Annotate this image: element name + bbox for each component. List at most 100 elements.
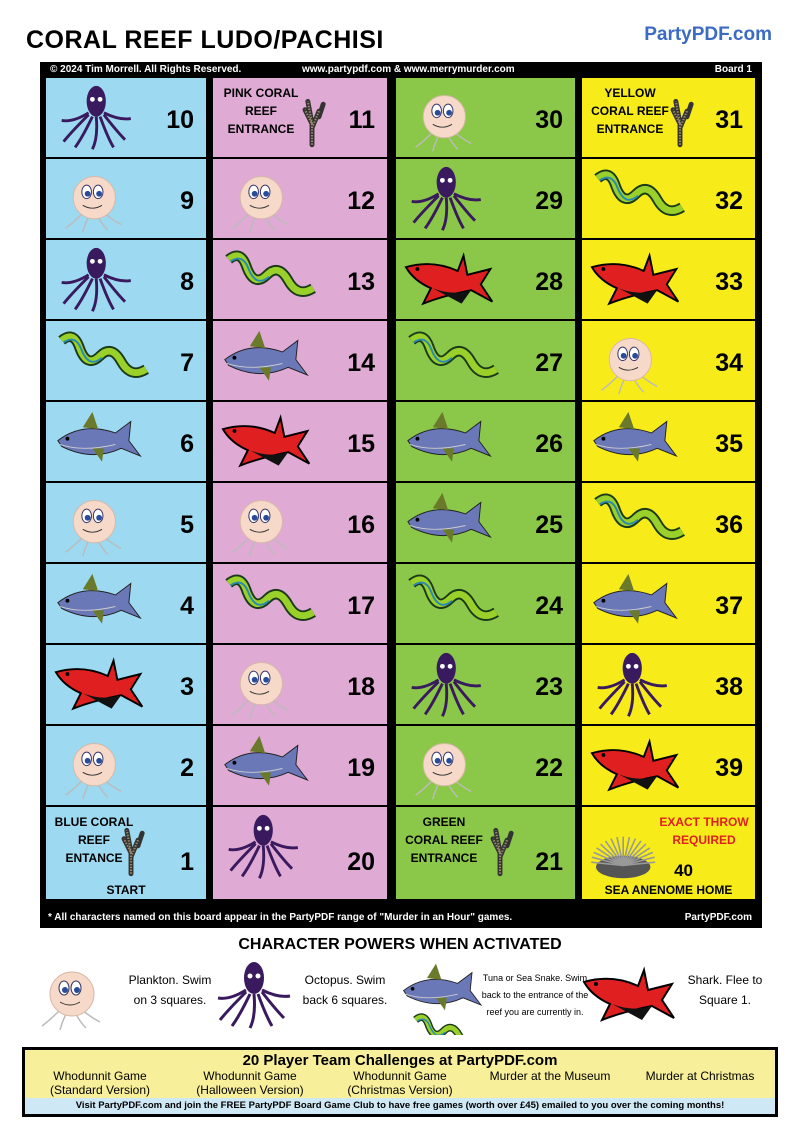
- octopus-icon: [411, 652, 482, 717]
- footer-note: * All characters named on this board app…: [48, 912, 513, 923]
- brand-link[interactable]: PartyPDF.com: [644, 24, 772, 45]
- square-number: 31: [715, 106, 743, 134]
- square-number: 18: [347, 673, 375, 701]
- coral-icon: [490, 827, 514, 877]
- board-square-10[interactable]: 10: [46, 78, 206, 157]
- square-number: 25: [535, 511, 563, 539]
- game-link[interactable]: Murder at Christmas: [645, 1069, 755, 1083]
- octopus-icon: [228, 814, 299, 879]
- coral-icon: [670, 98, 694, 148]
- coral-icon: [302, 98, 326, 148]
- power-description: Shark. Flee to Square 1.: [687, 973, 763, 1007]
- board-square-30[interactable]: 30: [396, 78, 575, 157]
- board-square-3[interactable]: 3: [46, 645, 206, 724]
- board-square-37[interactable]: 37: [582, 564, 755, 643]
- board-square-13[interactable]: 13: [213, 240, 387, 319]
- board-square-25[interactable]: 25: [396, 483, 575, 562]
- square-number: 39: [715, 754, 743, 782]
- tuna-icon: [407, 411, 492, 462]
- board-square-11[interactable]: PINK CORAL REEF ENTRANCE 11: [213, 78, 387, 157]
- snake-icon: [594, 493, 685, 540]
- board-square-29[interactable]: 29: [396, 159, 575, 238]
- board-square-14[interactable]: 14: [213, 321, 387, 400]
- game-link[interactable]: Whodunnit Game (Standard Version): [49, 1069, 151, 1097]
- exact-throw-label: EXACT THROW REQUIRED: [659, 815, 749, 847]
- board-square-6[interactable]: 6: [46, 402, 206, 481]
- square-number: 14: [347, 349, 375, 377]
- square-number: 24: [535, 592, 563, 620]
- plankton-icon: [415, 95, 472, 152]
- board-square-24[interactable]: 24: [396, 564, 575, 643]
- board-square-4[interactable]: 4: [46, 564, 206, 643]
- square-number: 32: [715, 187, 743, 215]
- square-number: 23: [535, 673, 563, 701]
- plankton-icon: [65, 743, 122, 800]
- board-square-34[interactable]: 34: [582, 321, 755, 400]
- square-number: 5: [180, 511, 194, 539]
- board-square-8[interactable]: 8: [46, 240, 206, 319]
- page-title: CORAL REEF LUDO/PACHISI: [26, 26, 384, 54]
- game-link[interactable]: Whodunnit Game (Halloween Version): [196, 1069, 304, 1097]
- octopus-icon: [411, 166, 482, 231]
- board-square-16[interactable]: 16: [213, 483, 387, 562]
- board-square-12[interactable]: 12: [213, 159, 387, 238]
- power-description: Plankton. Swim on 3 squares.: [128, 973, 212, 1007]
- board-square-15[interactable]: 15: [213, 402, 387, 481]
- board-square-33[interactable]: 33: [582, 240, 755, 319]
- square-number: 10: [166, 106, 194, 134]
- square-number: 30: [535, 106, 563, 134]
- board-square-23[interactable]: 23: [396, 645, 575, 724]
- game-link[interactable]: Whodunnit Game (Christmas Version): [347, 1069, 453, 1097]
- square-number: 37: [715, 592, 743, 620]
- plankton-icon: [232, 176, 289, 233]
- board-square-9[interactable]: 9: [46, 159, 206, 238]
- visit-text: Visit PartyPDF.com and join the FREE Par…: [25, 1098, 775, 1114]
- plankton-icon: [415, 743, 472, 800]
- square-number: 33: [715, 268, 743, 296]
- square-number: 2: [180, 754, 194, 782]
- board-square-5[interactable]: 5: [46, 483, 206, 562]
- board-square-38[interactable]: 38: [582, 645, 755, 724]
- plankton-icon: [65, 176, 122, 233]
- copyright: © 2024 Tim Morrell. All Rights Reserved.: [50, 64, 242, 75]
- promo-banner: 20 Player Team Challenges at PartyPDF.co…: [22, 1047, 778, 1117]
- board-square-22[interactable]: 22: [396, 726, 575, 805]
- square-number: 6: [180, 430, 194, 458]
- snake-icon: [408, 331, 499, 378]
- plankton-icon: [232, 662, 289, 719]
- square-number: 13: [347, 268, 375, 296]
- board-square-31[interactable]: YELLOW CORAL REEF ENTRANCE 31: [582, 78, 755, 157]
- board-square-26[interactable]: 26: [396, 402, 575, 481]
- board-square-17[interactable]: 17: [213, 564, 387, 643]
- board-square-40[interactable]: EXACT THROW REQUIRED SEA ANENOME HOME 40: [582, 807, 755, 899]
- shark-icon: [54, 657, 144, 711]
- square-number: 4: [180, 592, 194, 620]
- board-square-2[interactable]: 2: [46, 726, 206, 805]
- board-square-27[interactable]: 27: [396, 321, 575, 400]
- square-number: 17: [347, 592, 375, 620]
- octopus-icon: [61, 85, 132, 150]
- shark-icon: [582, 966, 675, 1022]
- board-square-19[interactable]: 19: [213, 726, 387, 805]
- game-link[interactable]: Murder at the Museum: [489, 1069, 611, 1083]
- board-square-21[interactable]: GREEN CORAL REEF ENTRANCE 21: [396, 807, 575, 899]
- websites: www.partypdf.com & www.merrymurder.com: [302, 64, 515, 75]
- board-square-36[interactable]: 36: [582, 483, 755, 562]
- square-number: 3: [180, 673, 194, 701]
- board-square-1[interactable]: BLUE CORAL REEF ENTANCE START 1: [46, 807, 206, 899]
- board-square-7[interactable]: 7: [46, 321, 206, 400]
- snake-icon: [594, 169, 685, 216]
- games-list: Whodunnit Game (Standard Version) Whodunn…: [25, 1069, 775, 1097]
- square-number: 26: [535, 430, 563, 458]
- square-number: 27: [535, 349, 563, 377]
- banner-title: 20 Player Team Challenges at PartyPDF.co…: [242, 1052, 558, 1069]
- board-square-18[interactable]: 18: [213, 645, 387, 724]
- square-number: 1: [180, 848, 194, 876]
- board-square-35[interactable]: 35: [582, 402, 755, 481]
- plankton-icon: [41, 971, 101, 1031]
- plankton-icon: [601, 338, 658, 395]
- board-square-32[interactable]: 32: [582, 159, 755, 238]
- board-square-20[interactable]: 20: [213, 807, 387, 899]
- board-square-28[interactable]: 28: [396, 240, 575, 319]
- board-square-39[interactable]: 39: [582, 726, 755, 805]
